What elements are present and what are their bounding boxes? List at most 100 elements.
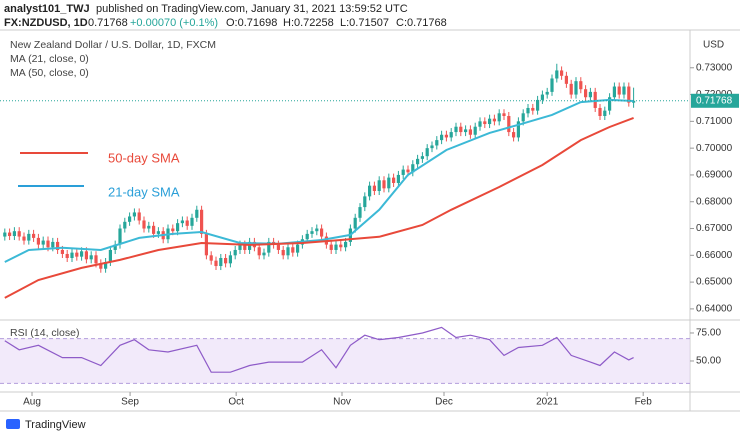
candle-body xyxy=(444,134,448,138)
candle-body xyxy=(608,97,612,111)
candle-body xyxy=(286,247,290,256)
candle-body xyxy=(60,249,64,254)
candle-body xyxy=(152,225,156,234)
candle-body xyxy=(128,216,132,222)
candle-body xyxy=(113,244,117,250)
candle-body xyxy=(492,118,496,122)
candle-body xyxy=(142,220,146,229)
candle-body xyxy=(526,107,530,114)
last-price-label: 0.71768 xyxy=(696,95,733,106)
candle-body xyxy=(190,217,194,226)
candle-body xyxy=(392,177,396,183)
candle-body xyxy=(84,251,88,260)
candle-body xyxy=(363,196,367,208)
candle-body xyxy=(118,228,122,245)
published: published on TradingView.com, January 31… xyxy=(96,3,408,15)
candle-body xyxy=(401,169,405,175)
footer: TradingView xyxy=(6,419,86,431)
annotation: 21-day SMA xyxy=(108,184,180,199)
candle-body xyxy=(219,257,223,267)
candle-body xyxy=(180,220,184,224)
x-tick-label: Oct xyxy=(228,397,244,408)
candle-body xyxy=(281,249,285,256)
candle-body xyxy=(51,241,55,248)
candle-body xyxy=(420,156,424,159)
candle-body xyxy=(550,78,554,92)
candle-body xyxy=(387,177,391,189)
currency: USD xyxy=(703,40,724,51)
candle-body xyxy=(502,113,506,116)
ma-line xyxy=(4,98,634,263)
candle-body xyxy=(560,70,564,76)
candle-body xyxy=(545,91,549,95)
candle-body xyxy=(449,132,453,138)
candle-body xyxy=(478,121,482,127)
candle-body xyxy=(468,129,472,135)
candle-body xyxy=(459,126,463,133)
candle-body xyxy=(603,110,607,116)
candle-body xyxy=(555,70,559,79)
y-tick-label: 0.66000 xyxy=(696,250,733,261)
candle-body xyxy=(372,185,376,192)
header-line: analyst101_TWJ published on TradingView.… xyxy=(4,3,408,15)
candle-body xyxy=(80,251,84,257)
candle-body xyxy=(512,132,516,138)
candle-body xyxy=(344,241,348,248)
candle-body xyxy=(214,260,218,267)
candle-body xyxy=(593,91,597,108)
candle-body xyxy=(564,75,568,84)
candle-body xyxy=(579,81,583,90)
candle-body xyxy=(329,244,333,250)
y-tick-label: 0.65000 xyxy=(696,277,733,288)
candle-body xyxy=(507,115,511,133)
candle-body xyxy=(132,212,136,217)
ohlc-high: H:0.72258 xyxy=(283,17,334,29)
candle-body xyxy=(17,231,21,237)
candle-body xyxy=(276,244,280,250)
rsi-line xyxy=(4,326,634,373)
candle-body xyxy=(632,100,636,103)
candle-body xyxy=(243,244,247,250)
candle-body xyxy=(396,174,400,183)
candle-body xyxy=(536,99,540,111)
candle-body xyxy=(296,244,300,253)
y-tick-label: 0.67000 xyxy=(696,223,733,234)
candle-body xyxy=(8,232,12,237)
plot: 0.64000 0.65000 0.66000 0.67000 0.68000 0.690… xyxy=(0,53,739,408)
legend-entry: MA (50, close, 0) xyxy=(10,67,89,79)
candle-body xyxy=(200,209,204,234)
y-tick-label: 0.70000 xyxy=(696,143,733,154)
candle-body xyxy=(435,140,439,146)
candle-body xyxy=(521,113,525,122)
candle-body xyxy=(440,134,444,141)
candle-body xyxy=(108,249,112,263)
candle-body xyxy=(195,209,199,218)
candle-body xyxy=(3,232,7,237)
last-price-box xyxy=(691,93,739,108)
x-tick-label: Feb xyxy=(635,397,653,408)
ohlc-low: L:0.71507 xyxy=(340,17,389,29)
candle-body xyxy=(315,228,319,232)
candle-body xyxy=(238,244,242,250)
candle-body xyxy=(137,212,141,221)
symbol: FX:NZDUSD, 1D xyxy=(4,17,88,29)
candle-body xyxy=(425,148,429,157)
candle-body xyxy=(334,244,338,250)
candle-body xyxy=(147,225,151,229)
candle-body xyxy=(257,247,261,256)
candle-body xyxy=(248,241,252,250)
candle-body xyxy=(617,86,621,95)
y-tick-label: 0.73000 xyxy=(696,62,733,73)
ohlc-close: C:0.71768 xyxy=(396,17,447,29)
y-tick-label: 0.68000 xyxy=(696,196,733,207)
x-tick-label: 2021 xyxy=(536,397,559,408)
rsi-legend: RSI (14, close) xyxy=(10,327,79,339)
candle-body xyxy=(65,253,69,258)
candle-body xyxy=(56,241,60,250)
candle-body xyxy=(627,86,631,103)
ohlc-open: O:0.71698 xyxy=(226,17,277,29)
candle-body xyxy=(569,83,573,95)
candle-body xyxy=(622,86,626,95)
x-tick-label: Sep xyxy=(121,397,139,408)
candle-body xyxy=(224,257,228,264)
